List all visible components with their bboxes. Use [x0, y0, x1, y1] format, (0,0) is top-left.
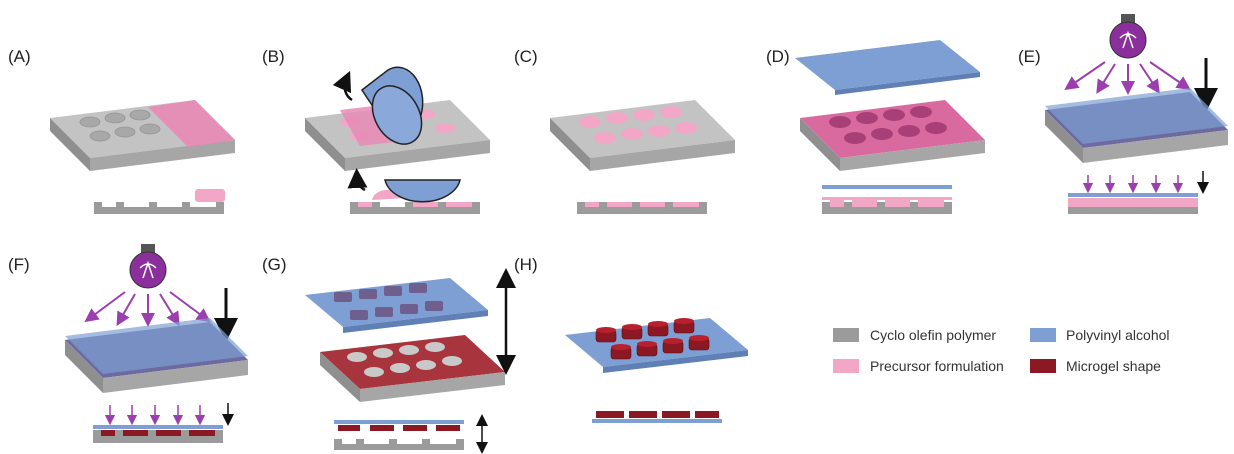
- legend-label: Precursor formulation: [870, 358, 1004, 374]
- panel-label-d: (D): [766, 47, 790, 66]
- panel-label-e: (E): [1018, 47, 1041, 66]
- rotation-arrow-icon: [332, 70, 353, 102]
- legend-item: Cyclo olefin polymer: [833, 327, 996, 343]
- panel-g: (G): [262, 255, 516, 454]
- legend-swatch: [833, 359, 859, 373]
- legend-label: Microgel shape: [1066, 358, 1161, 374]
- uv-rays: [84, 291, 211, 327]
- panel-d: (D): [766, 40, 985, 214]
- panel-label-h: (H): [514, 255, 538, 274]
- legend-item: Precursor formulation: [833, 358, 1004, 374]
- panel-h: (H): [514, 255, 748, 423]
- panel-label-a: (A): [8, 47, 31, 66]
- light-bulb-icon: [129, 244, 167, 289]
- legend-swatch: [1030, 328, 1056, 342]
- panel-label-c: (C): [514, 47, 538, 66]
- light-bulb-icon: [1109, 14, 1147, 59]
- legend-swatch: [1030, 359, 1056, 373]
- panel-c: (C): [514, 47, 735, 214]
- legend-swatch: [833, 328, 859, 342]
- legend: Cyclo olefin polymer Polyvinyl alcohol P…: [833, 327, 1170, 374]
- panel-a: (A): [8, 47, 235, 214]
- panel-label-g: (G): [262, 255, 287, 274]
- legend-item: Polyvinyl alcohol: [1030, 327, 1170, 343]
- legend-label: Polyvinyl alcohol: [1066, 327, 1170, 343]
- legend-item: Microgel shape: [1030, 358, 1161, 374]
- panel-f: (F): [8, 244, 248, 443]
- roller-icon: [360, 66, 424, 145]
- panel-e: (E): [1018, 14, 1228, 214]
- panel-label-f: (F): [8, 255, 30, 274]
- panel-label-b: (B): [262, 47, 285, 66]
- legend-label: Cyclo olefin polymer: [870, 327, 996, 343]
- panel-b: (B): [262, 47, 490, 214]
- uv-rays: [1064, 61, 1191, 95]
